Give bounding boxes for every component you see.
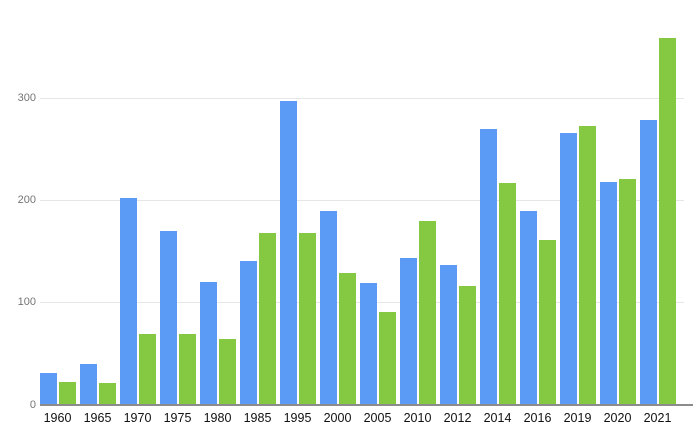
bar-green-2014 (498, 183, 516, 405)
x-tick-label-2000: 2000 (323, 411, 352, 425)
bar-green-2005 (378, 312, 396, 405)
x-tick-label-2016: 2016 (523, 411, 552, 425)
y-tick-label-0: 0 (29, 398, 36, 411)
y-tick-label-100: 100 (17, 296, 36, 309)
gridline-300 (40, 97, 684, 99)
bar-green-1970 (138, 334, 156, 405)
bar-blue-2012 (440, 265, 457, 405)
bar-green-2019 (578, 126, 596, 405)
y-tick-label-300: 300 (17, 91, 36, 104)
bar-green-1960 (58, 381, 76, 405)
bar-green-1980 (218, 338, 236, 405)
bar-blue-2016 (520, 210, 537, 405)
bar-green-2012 (458, 286, 476, 405)
x-tick-label-2019: 2019 (563, 411, 592, 425)
bar-green-2016 (538, 240, 556, 405)
bar-green-2010 (418, 221, 436, 405)
x-tick-label-1965: 1965 (83, 411, 112, 425)
bar-green-2000 (338, 273, 356, 405)
bar-blue-2014 (480, 129, 497, 405)
x-tick-label-1995: 1995 (283, 411, 312, 425)
bar-blue-2010 (400, 257, 417, 405)
x-tick-label-2010: 2010 (403, 411, 432, 425)
bar-green-1975 (178, 334, 196, 405)
bar-green-2021 (658, 38, 676, 405)
bar-blue-1980 (200, 282, 217, 405)
bar-blue-1960 (40, 373, 57, 405)
bar-blue-1975 (160, 231, 177, 405)
x-tick-label-2014: 2014 (483, 411, 512, 425)
x-tick-label-1975: 1975 (163, 411, 192, 425)
bar-blue-2005 (360, 283, 377, 405)
bar-blue-1985 (240, 260, 257, 405)
bar-green-1995 (298, 233, 316, 405)
x-tick-label-2020: 2020 (603, 411, 632, 425)
bar-blue-2020 (600, 182, 617, 405)
gridline-200 (40, 200, 684, 202)
bar-green-2020 (618, 179, 636, 405)
y-tick-label-200: 200 (17, 194, 36, 207)
x-tick-label-2021: 2021 (643, 411, 672, 425)
bar-blue-2000 (320, 210, 337, 405)
bar-blue-2019 (560, 133, 577, 405)
bar-blue-1995 (280, 101, 297, 405)
x-tick-label-1980: 1980 (203, 411, 232, 425)
x-tick-label-1960: 1960 (43, 411, 72, 425)
bar-blue-2021 (640, 119, 657, 405)
x-tick-label-1970: 1970 (123, 411, 152, 425)
bar-green-1965 (98, 382, 116, 405)
x-tick-label-2005: 2005 (363, 411, 392, 425)
bar-blue-1970 (120, 197, 137, 405)
x-axis-line (40, 404, 693, 406)
x-tick-label-1985: 1985 (243, 411, 272, 425)
bar-green-1985 (258, 233, 276, 405)
bar-blue-1965 (80, 364, 97, 405)
x-tick-label-2012: 2012 (443, 411, 472, 425)
